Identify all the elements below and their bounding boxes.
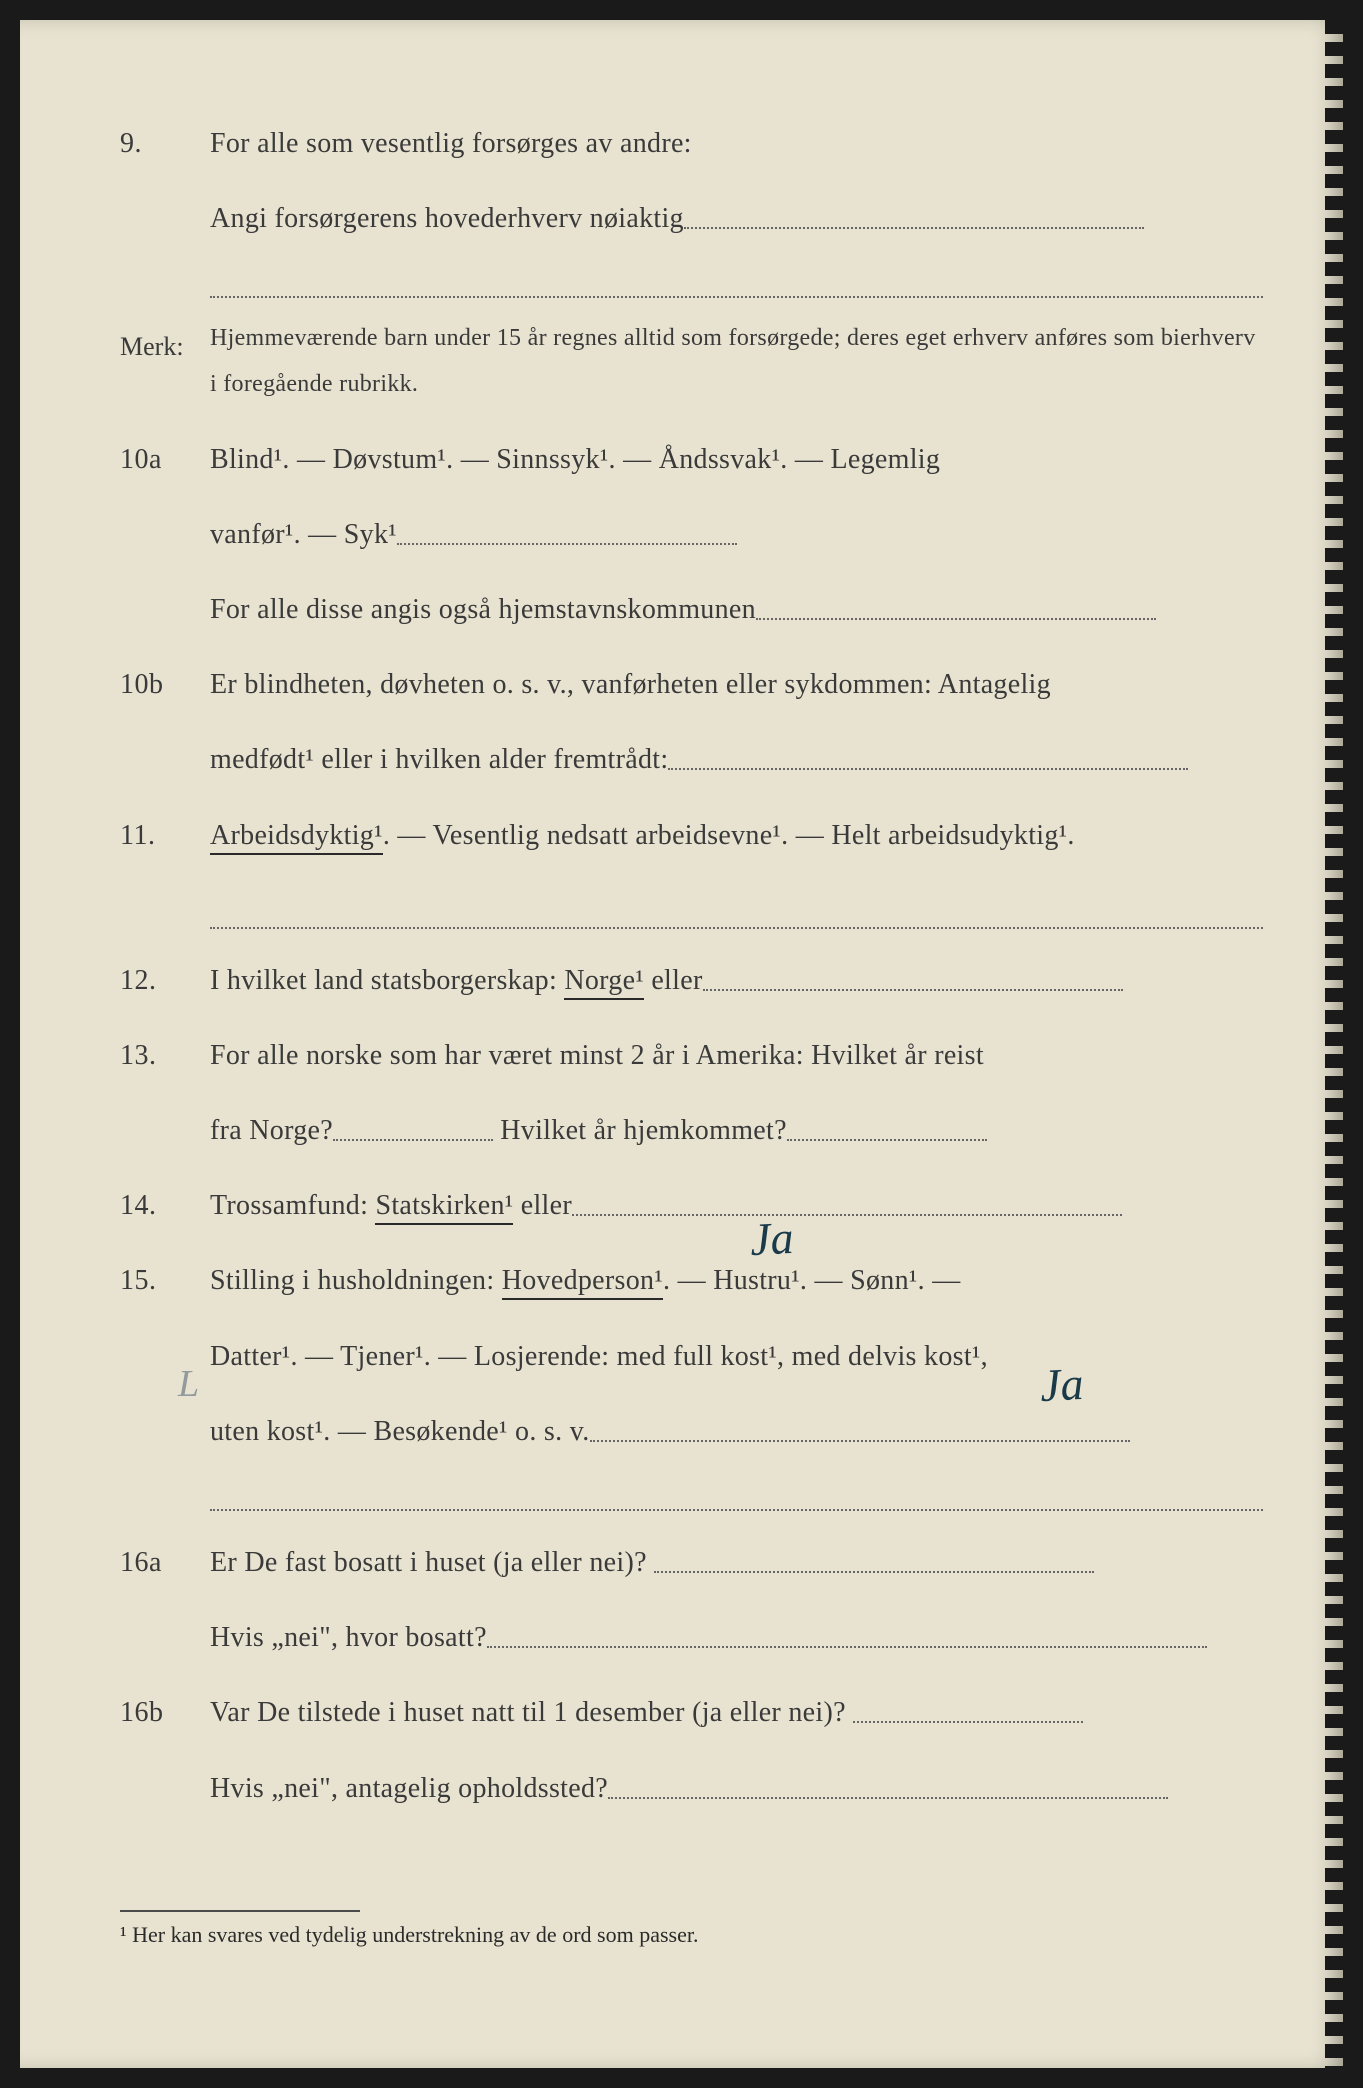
question-text: Stilling i husholdningen: Hovedperson¹. … bbox=[210, 1247, 1263, 1314]
question-text: Hvis „nei", hvor bosatt? bbox=[210, 1604, 1263, 1671]
question-text: For alle som vesentlig forsørges av andr… bbox=[210, 110, 1263, 177]
question-13: 13. For alle norske som har været minst … bbox=[120, 1022, 1263, 1089]
question-15-line2: Datter¹. — Tjener¹. — Losjerende: med fu… bbox=[120, 1323, 1263, 1390]
question-text: Blind¹. — Døvstum¹. — Sinnssyk¹. — Åndss… bbox=[210, 426, 1263, 493]
question-text: For alle disse angis også hjemstavnskomm… bbox=[210, 576, 1263, 643]
question-number: 11. bbox=[120, 802, 210, 869]
question-text: I hvilket land statsborgerskap: Norge¹ e… bbox=[210, 947, 1263, 1014]
fill-line bbox=[654, 1545, 1094, 1573]
question-14: 14. Trossamfund: Statskirken¹ eller bbox=[120, 1172, 1263, 1239]
footnote-rule bbox=[120, 1910, 360, 1912]
underlined-answer: Norge¹ bbox=[564, 965, 644, 1000]
question-number: 10a bbox=[120, 426, 210, 493]
fill-line bbox=[487, 1620, 1207, 1648]
fill-line bbox=[397, 517, 737, 545]
question-12: 12. I hvilket land statsborgerskap: Norg… bbox=[120, 947, 1263, 1014]
question-text: Hvis „nei", antagelig opholdssted? bbox=[210, 1755, 1263, 1822]
underlined-answer: Arbeidsdyktig¹ bbox=[210, 820, 383, 855]
merk-text: Hjemmeværende barn under 15 år regnes al… bbox=[210, 316, 1263, 407]
question-10a-line3: For alle disse angis også hjemstavnskomm… bbox=[120, 576, 1263, 643]
question-text: Arbeidsdyktig¹. — Vesentlig nedsatt arbe… bbox=[210, 802, 1263, 869]
fill-line bbox=[853, 1695, 1083, 1723]
question-16b: 16b Var De tilstede i huset natt til 1 d… bbox=[120, 1679, 1263, 1746]
question-10b: 10b Er blindheten, døvheten o. s. v., va… bbox=[120, 651, 1263, 718]
question-text: For alle norske som har været minst 2 år… bbox=[210, 1022, 1263, 1089]
question-text: Er blindheten, døvheten o. s. v., vanfør… bbox=[210, 651, 1263, 718]
question-number: 16a bbox=[120, 1529, 210, 1596]
question-text: uten kost¹. — Besøkende¹ o. s. v. bbox=[210, 1398, 1263, 1465]
question-16b-line2: Hvis „nei", antagelig opholdssted? bbox=[120, 1755, 1263, 1822]
fill-line bbox=[590, 1414, 1130, 1442]
fill-line bbox=[210, 1473, 1263, 1511]
handwritten-answer-16a: Ja bbox=[749, 1211, 795, 1266]
question-9: 9. For alle som vesentlig forsørges av a… bbox=[120, 110, 1263, 177]
question-10b-line2: medfødt¹ eller i hvilken alder fremtrådt… bbox=[120, 726, 1263, 793]
question-15: 15. Stilling i husholdningen: Hovedperso… bbox=[120, 1247, 1263, 1314]
question-text: Var De tilstede i huset natt til 1 desem… bbox=[210, 1679, 1263, 1746]
question-text: Angi forsørgerens hovederhverv nøiaktig bbox=[210, 185, 1263, 252]
question-10a-line2: vanfør¹. — Syk¹ bbox=[120, 501, 1263, 568]
question-10a: 10a Blind¹. — Døvstum¹. — Sinnssyk¹. — Å… bbox=[120, 426, 1263, 493]
document-page: 9. For alle som vesentlig forsørges av a… bbox=[20, 20, 1343, 2068]
question-text: medfødt¹ eller i hvilken alder fremtrådt… bbox=[210, 726, 1263, 793]
fill-line bbox=[608, 1771, 1168, 1799]
fill-line bbox=[210, 891, 1263, 929]
fill-line bbox=[787, 1113, 987, 1141]
fill-line bbox=[684, 201, 1144, 229]
handwritten-answer-16b: Ja bbox=[1039, 1357, 1085, 1412]
handwritten-mark: L bbox=[178, 1362, 199, 1406]
merk-label: Merk: bbox=[120, 316, 210, 378]
question-number: 14. bbox=[120, 1172, 210, 1239]
underlined-answer: Hovedperson¹ bbox=[502, 1265, 663, 1300]
fill-line bbox=[333, 1113, 493, 1141]
question-text: Datter¹. — Tjener¹. — Losjerende: med fu… bbox=[210, 1323, 1263, 1390]
fill-line bbox=[703, 963, 1123, 991]
question-number: 10b bbox=[120, 651, 210, 718]
footnote-text: Her kan svares ved tydelig understreknin… bbox=[127, 1922, 699, 1947]
question-text: Er De fast bosatt i huset (ja eller nei)… bbox=[210, 1529, 1263, 1596]
question-15-line3: uten kost¹. — Besøkende¹ o. s. v. bbox=[120, 1398, 1263, 1465]
question-11: 11. Arbeidsdyktig¹. — Vesentlig nedsatt … bbox=[120, 802, 1263, 869]
underlined-answer: Statskirken¹ bbox=[375, 1190, 513, 1225]
question-9-line2: Angi forsørgerens hovederhverv nøiaktig bbox=[120, 185, 1263, 252]
question-16a: 16a Er De fast bosatt i huset (ja eller … bbox=[120, 1529, 1263, 1596]
fill-line bbox=[210, 260, 1263, 298]
question-text: fra Norge? Hvilket år hjemkommet? bbox=[210, 1097, 1263, 1164]
question-16a-line2: Hvis „nei", hvor bosatt? bbox=[120, 1604, 1263, 1671]
question-number: 12. bbox=[120, 947, 210, 1014]
fill-line bbox=[756, 592, 1156, 620]
question-13-line2: fra Norge? Hvilket år hjemkommet? bbox=[120, 1097, 1263, 1164]
fill-line bbox=[668, 742, 1188, 770]
question-number: 9. bbox=[120, 110, 210, 177]
question-text: Trossamfund: Statskirken¹ eller bbox=[210, 1172, 1263, 1239]
fill-line bbox=[572, 1188, 1122, 1216]
question-text: vanfør¹. — Syk¹ bbox=[210, 501, 1263, 568]
question-number: 15. bbox=[120, 1247, 210, 1314]
question-number: 13. bbox=[120, 1022, 210, 1089]
question-number: 16b bbox=[120, 1679, 210, 1746]
footnote: ¹ Her kan svares ved tydelig understrekn… bbox=[120, 1910, 1243, 1948]
merk-note: Merk: Hjemmeværende barn under 15 år reg… bbox=[120, 316, 1263, 407]
footnote-marker: ¹ bbox=[120, 1922, 127, 1947]
